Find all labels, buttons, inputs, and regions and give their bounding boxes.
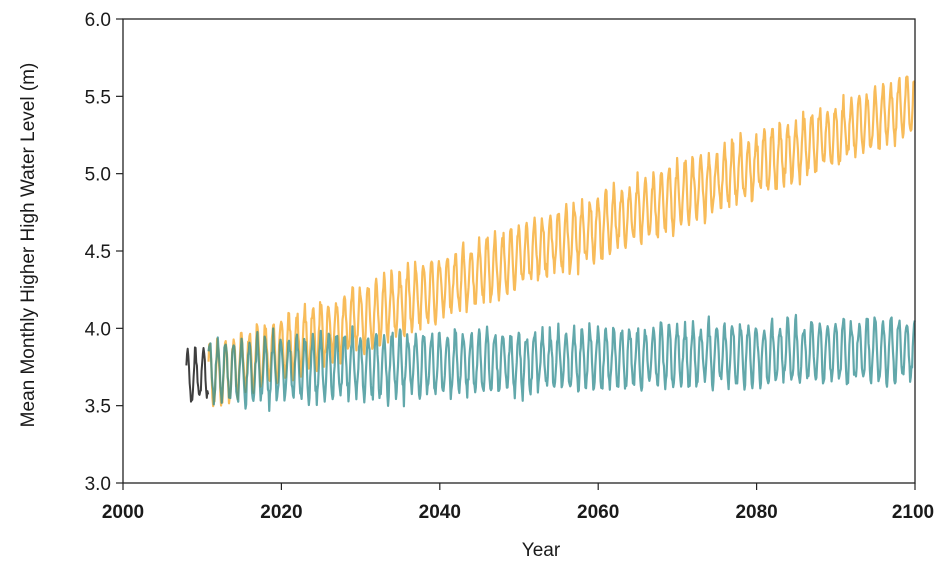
series-line	[185, 346, 210, 403]
series-line	[207, 313, 916, 413]
x-axis-title: Year	[522, 540, 561, 561]
series-layer	[185, 75, 916, 413]
x-tick-label: 2000	[102, 502, 144, 523]
y-tick-label: 4.5	[85, 242, 111, 263]
y-tick-label: 4.0	[85, 319, 111, 340]
x-tick-label: 2040	[419, 502, 461, 523]
y-tick-label: 5.0	[85, 165, 111, 186]
axis-layer: 3.0 3.5 4.0 4.5 5.0 5.5 6.0 2000 2020 2040 2060 208…	[85, 10, 935, 523]
y-axis-title: Mean Monthly Higher High Water Level (m)	[18, 63, 39, 428]
x-tick-label: 2020	[260, 502, 302, 523]
y-tick-label: 3.0	[85, 474, 111, 495]
y-tick-label: 3.5	[85, 397, 111, 418]
x-tick-label: 2100	[892, 502, 934, 523]
plot-frame	[122, 18, 916, 484]
x-tick-label: 2060	[577, 502, 619, 523]
series-line	[207, 75, 916, 408]
y-tick-label: 6.0	[85, 10, 111, 31]
x-tick-label: 2080	[735, 502, 777, 523]
y-tick-label: 5.5	[85, 87, 111, 108]
